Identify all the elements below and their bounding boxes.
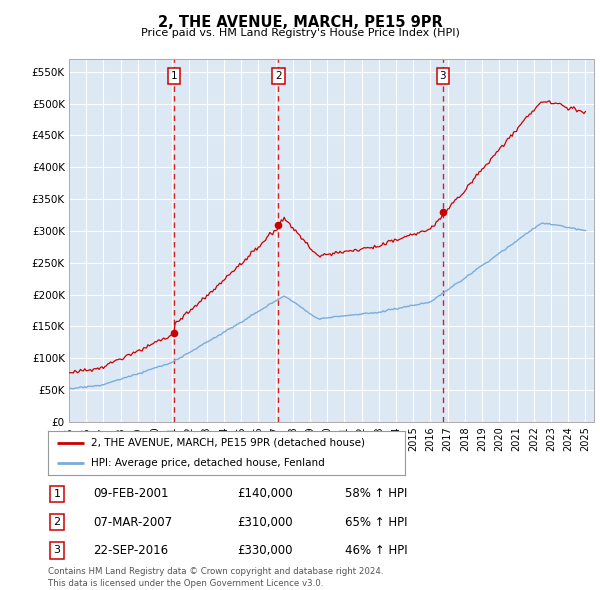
Text: £330,000: £330,000 <box>237 544 293 557</box>
Text: 3: 3 <box>53 546 61 555</box>
Text: 46% ↑ HPI: 46% ↑ HPI <box>345 544 407 557</box>
Text: 22-SEP-2016: 22-SEP-2016 <box>93 544 168 557</box>
Text: 1: 1 <box>53 489 61 499</box>
Text: Price paid vs. HM Land Registry's House Price Index (HPI): Price paid vs. HM Land Registry's House … <box>140 28 460 38</box>
Text: 09-FEB-2001: 09-FEB-2001 <box>93 487 169 500</box>
Text: 65% ↑ HPI: 65% ↑ HPI <box>345 516 407 529</box>
Text: 3: 3 <box>440 71 446 81</box>
Text: 07-MAR-2007: 07-MAR-2007 <box>93 516 172 529</box>
Text: Contains HM Land Registry data © Crown copyright and database right 2024.
This d: Contains HM Land Registry data © Crown c… <box>48 568 383 588</box>
Text: 2, THE AVENUE, MARCH, PE15 9PR: 2, THE AVENUE, MARCH, PE15 9PR <box>158 15 442 30</box>
Text: 58% ↑ HPI: 58% ↑ HPI <box>345 487 407 500</box>
Text: HPI: Average price, detached house, Fenland: HPI: Average price, detached house, Fenl… <box>91 458 325 468</box>
Text: 2, THE AVENUE, MARCH, PE15 9PR (detached house): 2, THE AVENUE, MARCH, PE15 9PR (detached… <box>91 438 365 448</box>
Text: 1: 1 <box>170 71 178 81</box>
Text: 2: 2 <box>275 71 282 81</box>
Text: £310,000: £310,000 <box>237 516 293 529</box>
Text: 2: 2 <box>53 517 61 527</box>
Text: £140,000: £140,000 <box>237 487 293 500</box>
